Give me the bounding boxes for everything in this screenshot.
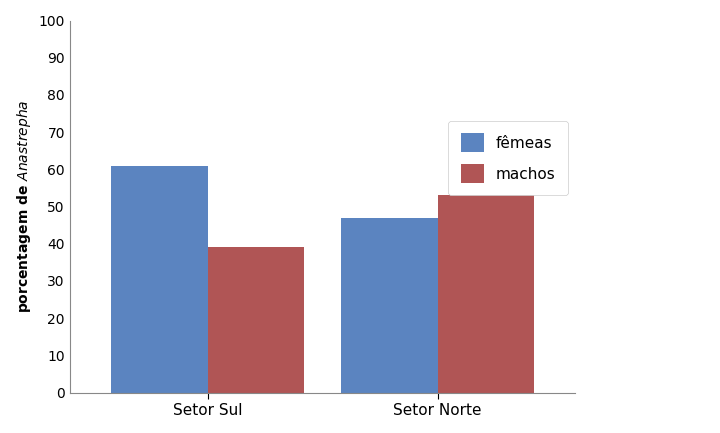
Bar — [438, 195, 534, 393]
Bar — [341, 218, 438, 393]
Bar — [111, 165, 207, 393]
Bar — [207, 248, 305, 393]
Legend: fêmeas, machos: fêmeas, machos — [449, 121, 568, 195]
Y-axis label: porcentagem de $\it{Anastrepha}$: porcentagem de $\it{Anastrepha}$ — [15, 100, 33, 313]
